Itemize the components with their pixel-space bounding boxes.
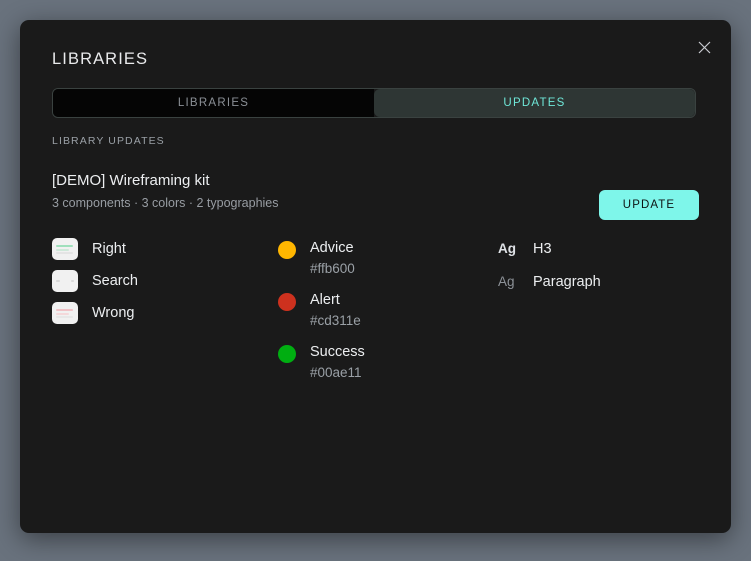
library-name: [DEMO] Wireframing kit	[52, 172, 210, 189]
typography-sample: Ag	[498, 274, 515, 289]
color-swatch-icon	[278, 293, 296, 311]
component-label: Right	[92, 241, 126, 257]
colors-column: Advice #ffb600 Alert #cd311e Success #00…	[278, 238, 498, 394]
page-title: LIBRARIES	[52, 50, 149, 68]
color-name: Advice	[310, 240, 354, 256]
typography-column: Ag H3 Ag Paragraph	[498, 238, 698, 394]
color-hex: #00ae11	[310, 365, 362, 380]
typography-label: Paragraph	[533, 274, 601, 290]
component-label: Search	[92, 273, 138, 289]
list-item[interactable]: Success #00ae11	[278, 342, 498, 383]
tab-updates[interactable]: UPDATES	[374, 89, 695, 117]
library-update-item: [DEMO] Wireframing kit 3 components · 3 …	[52, 171, 699, 220]
tab-libraries[interactable]: LIBRARIES	[53, 89, 374, 117]
list-item[interactable]: Search	[52, 270, 278, 292]
color-swatch-icon	[278, 241, 296, 259]
color-name: Success	[310, 344, 365, 360]
list-item[interactable]: Right	[52, 238, 278, 260]
typography-sample: Ag	[498, 241, 516, 256]
update-button[interactable]: UPDATE	[599, 190, 699, 220]
component-thumb-search-icon	[52, 270, 78, 292]
library-meta: 3 components · 3 colors · 2 typographies	[52, 196, 279, 210]
color-name: Alert	[310, 292, 340, 308]
list-item[interactable]: Ag H3	[498, 238, 698, 260]
list-item[interactable]: Ag Paragraph	[498, 271, 698, 293]
libraries-modal: LIBRARIES LIBRARIES UPDATES LIBRARY UPDA…	[20, 20, 731, 533]
component-thumb-wrong-icon	[52, 302, 78, 324]
section-label-library-updates: LIBRARY UPDATES	[52, 135, 165, 147]
list-item[interactable]: Wrong	[52, 302, 278, 324]
tab-bar: LIBRARIES UPDATES	[52, 88, 696, 118]
asset-columns: Right Search Wrong Advice #ffb600	[52, 238, 711, 394]
list-item[interactable]: Alert #cd311e	[278, 290, 498, 331]
color-hex: #ffb600	[310, 261, 355, 276]
list-item[interactable]: Advice #ffb600	[278, 238, 498, 279]
close-icon	[698, 41, 711, 54]
color-swatch-icon	[278, 345, 296, 363]
color-hex: #cd311e	[310, 313, 361, 328]
component-thumb-right-icon	[52, 238, 78, 260]
typography-label: H3	[533, 241, 552, 257]
component-label: Wrong	[92, 305, 135, 321]
close-button[interactable]	[691, 34, 717, 60]
components-column: Right Search Wrong	[52, 238, 278, 394]
